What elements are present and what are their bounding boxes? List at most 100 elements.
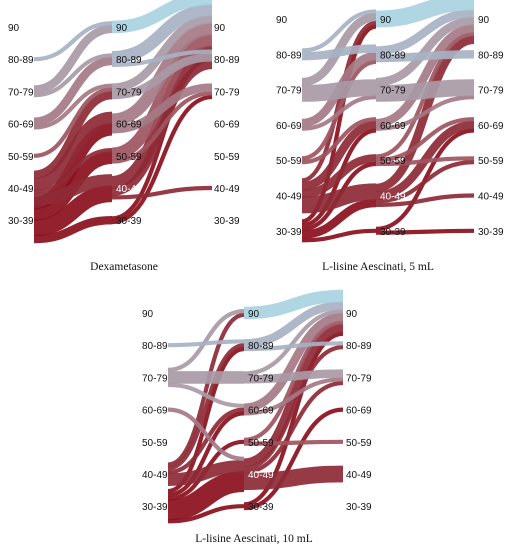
mid-label-90: 90 bbox=[116, 23, 128, 34]
left-label-30-39: 30-39 bbox=[276, 227, 302, 238]
flow-a-40-49-to-60-69 bbox=[33, 111, 113, 191]
node-labels: 90 80-89 70-79 60-69 50-59 40-49 30-39 90 80-89 7… bbox=[276, 15, 504, 238]
flow-a-60-69-to-80-89 bbox=[33, 56, 113, 126]
flow-a-70-79-to-90 bbox=[33, 24, 113, 94]
mid-label-60-69: 60-69 bbox=[116, 120, 142, 131]
flow-a-30-39-to-40-49 bbox=[301, 198, 377, 239]
flow-a-30-39-to-60-69 bbox=[167, 411, 245, 497]
flow-b-30-39-to-30-39 bbox=[375, 228, 475, 235]
flow-b-70-79-to-90 bbox=[243, 309, 344, 376]
node-labels: 90 80-89 70-79 60-69 50-59 40-49 30-39 90 80-89 7… bbox=[8, 23, 240, 227]
right-label-30-39: 30-39 bbox=[478, 227, 504, 238]
right-label-70-79: 70-79 bbox=[214, 87, 240, 98]
flow-b-40-49-to-40-49 bbox=[111, 185, 213, 200]
mid-label-70-79: 70-79 bbox=[116, 87, 142, 98]
flow-b-80-89-to-80-89 bbox=[243, 341, 344, 352]
mid-label-80-89: 80-89 bbox=[380, 50, 406, 61]
flow-b-40-49-to-40-49 bbox=[375, 193, 475, 208]
mid-label-50-59: 50-59 bbox=[248, 438, 274, 449]
right-label-80-89: 80-89 bbox=[346, 341, 372, 352]
panel-aescinati-10ml: 90 80-89 70-79 60-69 50-59 40-49 30-39 90 80-89 7… bbox=[142, 289, 372, 545]
flow-a-40-49-to-60-69 bbox=[167, 407, 245, 475]
left-label-40-49: 40-49 bbox=[142, 470, 168, 481]
right-label-70-79: 70-79 bbox=[478, 86, 504, 97]
left-label-50-59: 50-59 bbox=[8, 152, 34, 163]
flows-stage-2 bbox=[375, 0, 475, 235]
flow-b-60-69-to-90 bbox=[243, 312, 344, 412]
panel-caption: Dexametasone bbox=[90, 261, 158, 273]
flow-a-40-49-to-90 bbox=[167, 312, 245, 467]
flow-b-60-69-to-90 bbox=[375, 24, 475, 128]
right-label-90: 90 bbox=[214, 23, 226, 34]
right-label-60-69: 60-69 bbox=[346, 406, 372, 417]
flow-b-80-89-to-80-89 bbox=[375, 50, 475, 63]
right-label-40-49: 40-49 bbox=[346, 470, 372, 481]
flow-b-30-39-to-70-79 bbox=[111, 94, 213, 225]
left-label-70-79: 70-79 bbox=[142, 373, 168, 384]
flow-a-60-69-to-70-79 bbox=[301, 95, 377, 131]
left-label-70-79: 70-79 bbox=[276, 86, 302, 97]
mid-label-40-49: 40-49 bbox=[248, 470, 274, 481]
flow-a-50-59-to-60-69 bbox=[301, 117, 377, 165]
right-label-40-49: 40-49 bbox=[214, 184, 240, 195]
left-label-60-69: 60-69 bbox=[276, 121, 302, 132]
flow-a-30-39-to-30-39 bbox=[167, 504, 245, 524]
mid-label-30-39: 30-39 bbox=[116, 216, 142, 227]
right-label-40-49: 40-49 bbox=[478, 192, 504, 203]
flow-a-40-49-to-60-69 bbox=[301, 120, 377, 191]
flow-b-80-89-to-90 bbox=[243, 301, 344, 348]
left-label-50-59: 50-59 bbox=[142, 438, 168, 449]
flow-a-30-39-to-40-49 bbox=[167, 471, 245, 521]
flow-b-40-49-to-50-59 bbox=[375, 159, 475, 204]
flow-a-40-49-to-50-59 bbox=[301, 154, 377, 198]
left-label-90: 90 bbox=[8, 23, 20, 34]
flow-b-50-59-to-60-69 bbox=[375, 117, 475, 163]
flows-stage-1 bbox=[167, 309, 245, 524]
flow-b-80-89-to-90 bbox=[375, 9, 475, 55]
flow-b-50-59-to-90 bbox=[243, 320, 344, 443]
mid-label-40-49: 40-49 bbox=[116, 184, 142, 195]
flow-a-70-79-to-70-79 bbox=[301, 79, 377, 102]
flow-a-80-89-to-90 bbox=[33, 21, 113, 62]
flow-a-40-49-to-40-49 bbox=[301, 183, 377, 214]
flow-b-40-49-to-70-79 bbox=[243, 380, 344, 475]
mid-label-60-69: 60-69 bbox=[380, 121, 406, 132]
mid-label-60-69: 60-69 bbox=[248, 406, 274, 417]
left-label-60-69: 60-69 bbox=[8, 120, 34, 131]
flow-b-40-49-to-80-89 bbox=[243, 344, 344, 471]
right-label-60-69: 60-69 bbox=[478, 121, 504, 132]
left-label-80-89: 80-89 bbox=[8, 55, 34, 66]
right-label-70-79: 70-79 bbox=[346, 373, 372, 384]
flow-a-80-89-to-80-89 bbox=[167, 339, 245, 348]
right-label-30-39: 30-39 bbox=[346, 502, 372, 513]
flow-a-70-79-to-60-69 bbox=[167, 382, 245, 408]
left-label-80-89: 80-89 bbox=[276, 50, 302, 61]
flow-b-90-to-90 bbox=[111, 0, 213, 34]
left-label-30-39: 30-39 bbox=[8, 216, 34, 227]
flows-stage-2 bbox=[111, 0, 213, 225]
mid-label-80-89: 80-89 bbox=[248, 341, 274, 352]
left-label-60-69: 60-69 bbox=[142, 406, 168, 417]
mid-label-90: 90 bbox=[380, 15, 392, 26]
flow-b-60-69-to-70-79 bbox=[111, 83, 213, 134]
flow-b-40-49-to-40-49 bbox=[243, 465, 344, 490]
flow-b-70-79-to-90 bbox=[375, 16, 475, 87]
flow-a-40-49-to-70-79 bbox=[33, 90, 113, 179]
flow-b-90-to-90 bbox=[375, 0, 475, 28]
mid-label-50-59: 50-59 bbox=[380, 156, 406, 167]
panel-caption: L-lisine Aescinati, 10 mL bbox=[195, 533, 313, 545]
left-label-80-89: 80-89 bbox=[142, 341, 168, 352]
flow-b-90-to-90 bbox=[243, 289, 344, 320]
mid-label-40-49: 40-49 bbox=[380, 192, 406, 203]
left-label-30-39: 30-39 bbox=[142, 502, 168, 513]
panel-aescinati-5ml: 90 80-89 70-79 60-69 50-59 40-49 30-39 90 80-89 7… bbox=[276, 0, 504, 273]
right-label-90: 90 bbox=[346, 309, 358, 320]
flow-a-40-49-to-90 bbox=[301, 20, 377, 183]
flow-b-50-59-to-70-79 bbox=[111, 91, 213, 164]
flow-b-80-89-to-90 bbox=[111, 3, 213, 64]
flow-b-80-89-to-80-89 bbox=[111, 49, 213, 67]
flow-a-30-39-to-30-39 bbox=[301, 228, 377, 243]
flow-a-80-89-to-80-89 bbox=[301, 44, 377, 61]
right-label-80-89: 80-89 bbox=[214, 55, 240, 66]
